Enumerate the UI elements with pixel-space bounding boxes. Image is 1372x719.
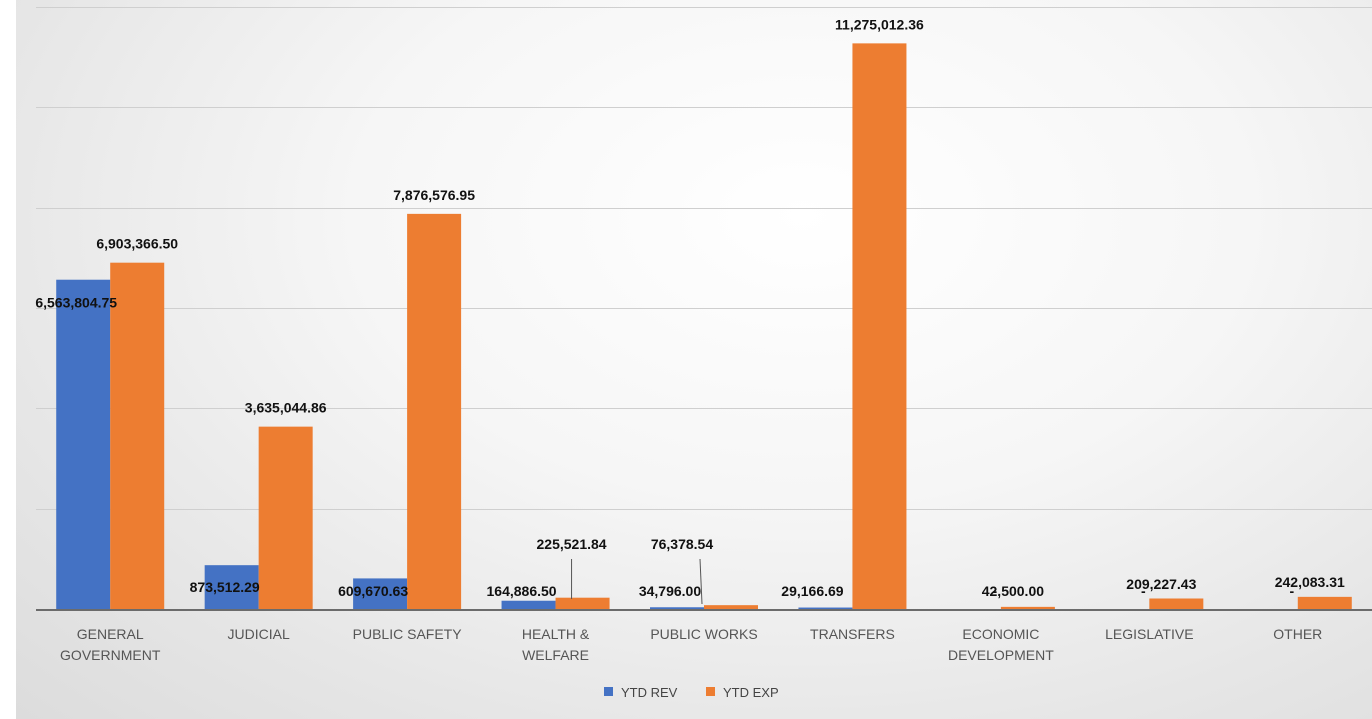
category-label: GOVERNMENT (60, 647, 161, 663)
bar-ytd-exp (1297, 596, 1352, 609)
category-label: HEALTH & (522, 626, 590, 642)
category-label: OTHER (1273, 626, 1322, 642)
bar-ytd-rev (798, 607, 853, 609)
data-label-ytd-rev: - (1141, 583, 1146, 599)
data-label-ytd-exp: 7,876,576.95 (393, 187, 475, 203)
legend-swatch-ytd-exp (706, 687, 715, 696)
data-label-ytd-rev: 609,670.63 (338, 583, 408, 599)
bar-ytd-rev (501, 600, 556, 609)
bar-chart: 6,563,804.75 6,903,366.50 GENERAL GOVERNMEN… (35, 7, 1372, 700)
data-label-ytd-exp: 76,378.54 (651, 536, 713, 552)
category-label: WELFARE (522, 647, 589, 663)
category-label: LEGISLATIVE (1105, 626, 1193, 642)
bar-ytd-exp (852, 43, 907, 609)
bar-ytd-exp (110, 262, 165, 609)
category-label: PUBLIC SAFETY (353, 626, 463, 642)
data-label-ytd-exp: 209,227.43 (1126, 576, 1196, 592)
data-label-ytd-rev: 873,512.29 (190, 579, 260, 595)
bar-ytd-exp (555, 597, 610, 609)
legend-swatch-ytd-rev (604, 687, 613, 696)
data-label-ytd-exp: 242,083.31 (1275, 574, 1345, 590)
data-label-ytd-rev: 6,563,804.75 (35, 295, 117, 311)
category-label: JUDICIAL (228, 626, 290, 642)
bar-ytd-rev (650, 607, 704, 609)
chart-area: 6,563,804.75 6,903,366.50 GENERAL GOVERNMEN… (16, 0, 1372, 719)
bar-ytd-exp (704, 605, 758, 609)
data-label-ytd-rev: 29,166.69 (781, 583, 843, 599)
legend-label-ytd-exp: YTD EXP (723, 685, 779, 700)
data-label-ytd-rev: 164,886.50 (487, 583, 557, 599)
data-label-ytd-exp: 11,275,012.36 (835, 16, 924, 32)
bar-ytd-exp (407, 213, 462, 609)
category-label: PUBLIC WORKS (650, 626, 757, 642)
data-label-ytd-rev: - (993, 583, 998, 599)
bar-ytd-exp (1149, 598, 1204, 609)
bar-ytd-exp (258, 426, 313, 609)
data-label-ytd-exp: 225,521.84 (537, 536, 607, 552)
bar-ytd-rev (353, 578, 408, 609)
category-label: GENERAL (77, 626, 144, 642)
bar-ytd-rev (204, 565, 259, 609)
bar-ytd-rev (56, 279, 111, 609)
leader-line (699, 558, 703, 605)
data-label-ytd-exp: 6,903,366.50 (96, 236, 178, 252)
bar-ytd-exp (1000, 606, 1055, 609)
data-label-ytd-rev: - (1289, 583, 1294, 599)
category-label: DEVELOPMENT (948, 647, 1054, 663)
data-label-ytd-exp: 3,635,044.86 (245, 400, 327, 416)
legend-label-ytd-rev: YTD REV (621, 685, 678, 700)
data-label-ytd-rev: 34,796.00 (639, 583, 701, 599)
category-label: TRANSFERS (810, 626, 895, 642)
data-label-ytd-exp: 42,500.00 (982, 583, 1044, 599)
category-label: ECONOMIC (962, 626, 1039, 642)
